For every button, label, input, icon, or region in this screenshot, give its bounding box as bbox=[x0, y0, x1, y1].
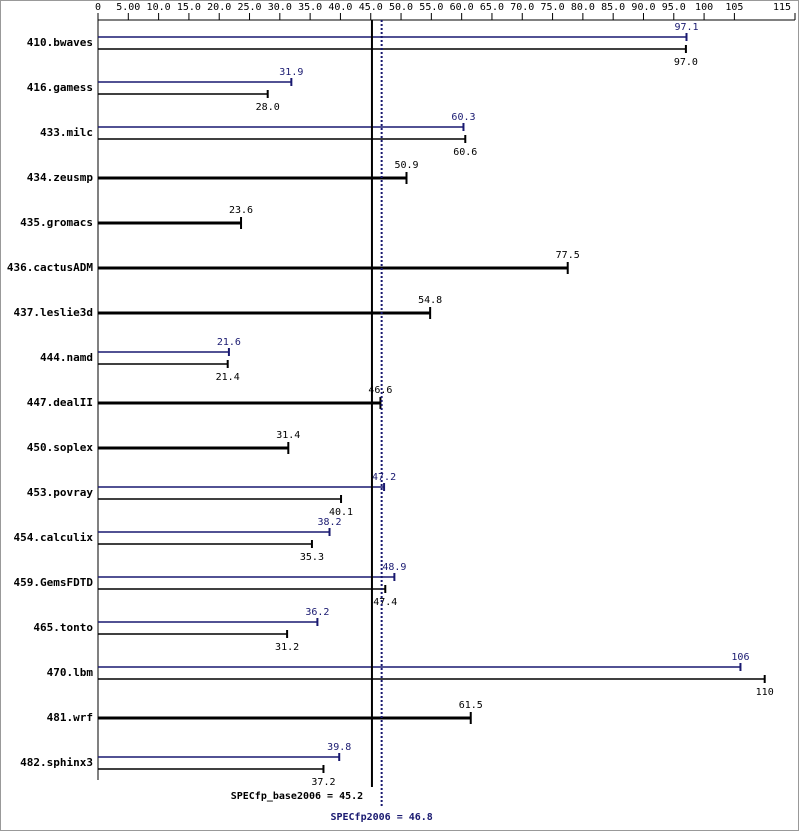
x-tick-label: 25.0 bbox=[237, 2, 261, 13]
x-tick-label: 95.0 bbox=[662, 2, 686, 13]
value-label: 61.5 bbox=[459, 700, 483, 711]
x-tick-label: 100 bbox=[695, 2, 713, 13]
category-label: 433.milc bbox=[40, 126, 93, 139]
category-label: 436.cactusADM bbox=[7, 261, 93, 274]
value-label: 97.1 bbox=[674, 22, 698, 33]
value-label: 77.5 bbox=[556, 250, 580, 261]
category-label: 437.leslie3d bbox=[14, 306, 93, 319]
x-tick-label: 60.0 bbox=[450, 2, 474, 13]
x-tick-label: 20.0 bbox=[207, 2, 231, 13]
category-label: 465.tonto bbox=[33, 621, 93, 634]
value-label: 35.3 bbox=[300, 552, 324, 563]
value-label: 31.2 bbox=[275, 642, 299, 653]
value-label: 38.2 bbox=[317, 517, 341, 528]
category-label: 459.GemsFDTD bbox=[14, 576, 94, 589]
x-tick-label: 35.0 bbox=[298, 2, 322, 13]
category-label: 481.wrf bbox=[47, 711, 93, 724]
x-tick-label: 75.0 bbox=[541, 2, 565, 13]
category-label: 482.sphinx3 bbox=[20, 756, 93, 769]
category-label: 434.zeusmp bbox=[27, 171, 94, 184]
x-tick-label: 40.0 bbox=[328, 2, 352, 13]
value-label: 106 bbox=[731, 652, 749, 663]
x-tick-label: 10.0 bbox=[147, 2, 171, 13]
reference-label: SPECfp_base2006 = 45.2 bbox=[231, 791, 363, 802]
value-label: 48.9 bbox=[382, 562, 406, 573]
value-label: 47.2 bbox=[372, 472, 396, 483]
x-tick-label: 45.0 bbox=[359, 2, 383, 13]
value-label: 110 bbox=[756, 687, 774, 698]
category-label: 470.lbm bbox=[47, 666, 94, 679]
value-label: 40.1 bbox=[329, 507, 353, 518]
value-label: 97.0 bbox=[674, 57, 698, 68]
value-label: 23.6 bbox=[229, 205, 253, 216]
category-label: 444.namd bbox=[40, 351, 93, 364]
category-label: 450.soplex bbox=[27, 441, 94, 454]
x-tick-label: 115 bbox=[773, 2, 791, 13]
category-label: 435.gromacs bbox=[20, 216, 93, 229]
reference-label: SPECfp2006 = 46.8 bbox=[330, 812, 432, 823]
value-label: 31.4 bbox=[276, 430, 300, 441]
category-label: 410.bwaves bbox=[27, 36, 93, 49]
value-label: 47.4 bbox=[373, 597, 397, 608]
value-label: 60.6 bbox=[453, 147, 477, 158]
x-tick-label: 80.0 bbox=[571, 2, 595, 13]
value-label: 21.6 bbox=[217, 337, 241, 348]
value-label: 46.6 bbox=[368, 385, 392, 396]
value-label: 60.3 bbox=[451, 112, 475, 123]
x-tick-label: 105 bbox=[725, 2, 743, 13]
value-label: 28.0 bbox=[256, 102, 280, 113]
x-tick-label: 15.0 bbox=[177, 2, 201, 13]
x-tick-label: 0 bbox=[95, 2, 101, 13]
value-label: 37.2 bbox=[311, 777, 335, 788]
value-label: 50.9 bbox=[394, 160, 418, 171]
category-label: 454.calculix bbox=[14, 531, 94, 544]
x-tick-label: 30.0 bbox=[268, 2, 292, 13]
category-label: 453.povray bbox=[27, 486, 94, 499]
x-tick-label: 65.0 bbox=[480, 2, 504, 13]
x-tick-label: 5.00 bbox=[116, 2, 140, 13]
value-label: 36.2 bbox=[305, 607, 329, 618]
x-tick-label: 55.0 bbox=[419, 2, 443, 13]
x-tick-label: 90.0 bbox=[631, 2, 655, 13]
value-label: 31.9 bbox=[279, 67, 303, 78]
category-label: 416.gamess bbox=[27, 81, 93, 94]
value-label: 39.8 bbox=[327, 742, 351, 753]
value-label: 54.8 bbox=[418, 295, 442, 306]
x-tick-label: 50.0 bbox=[389, 2, 413, 13]
x-tick-label: 70.0 bbox=[510, 2, 534, 13]
value-label: 21.4 bbox=[216, 372, 240, 383]
x-tick-label: 85.0 bbox=[601, 2, 625, 13]
category-label: 447.dealII bbox=[27, 396, 93, 409]
